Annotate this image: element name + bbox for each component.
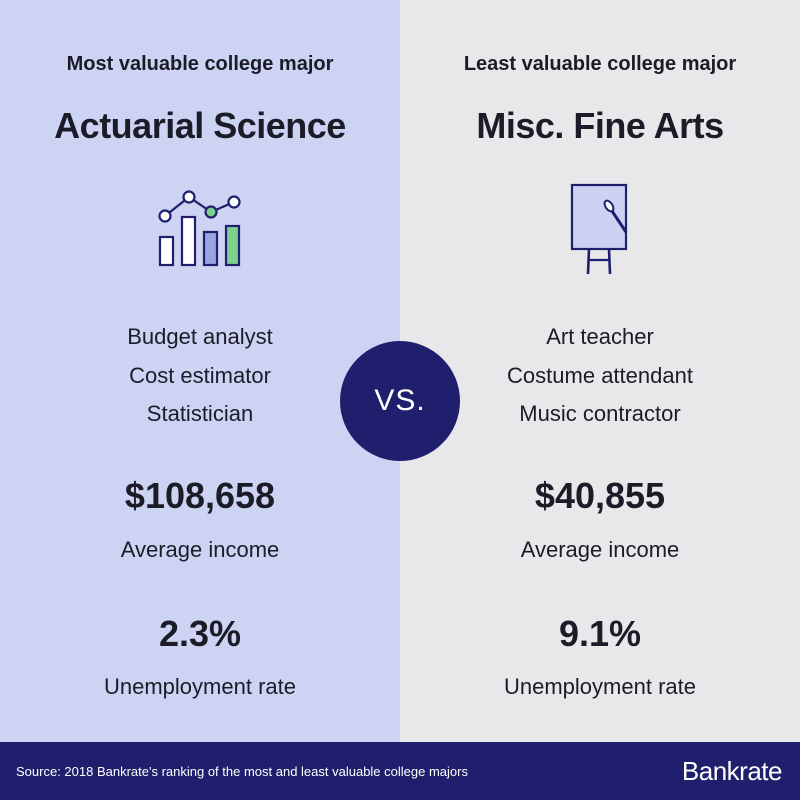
footer-bar: Source: 2018 Bankrate's ranking of the m… [0,742,800,800]
brand-logo: Bankrate [681,756,783,786]
right-job-item: Costume attendant [507,362,693,388]
right-unemployment-value: 9.1% [558,613,642,654]
right-panel: Least valuable college major Misc. Fine … [400,0,800,742]
right-job-list: Art teacher Costume attendant Music cont… [400,318,800,434]
right-income-value: $40,855 [534,475,666,516]
right-major-title: Misc. Fine Arts [476,105,724,146]
left-unemployment-label: Unemployment rate [104,674,296,699]
right-income-label: Average income [520,537,680,562]
left-job-list: Budget analyst Cost estimator Statistici… [0,318,400,434]
right-job-item: Art teacher [546,324,654,349]
right-job-item: Music contractor [519,401,681,426]
easel-paintbrush-icon [568,182,634,283]
left-kicker: Most valuable college major [66,53,334,75]
left-income-value: $108,658 [124,475,276,516]
right-unemployment-label: Unemployment rate [504,674,696,699]
bar-line-chart-icon [154,190,246,275]
left-job-item: Budget analyst [127,324,273,349]
source-note: Source: 2018 Bankrate's ranking of the m… [16,764,468,779]
vs-badge: VS. [340,341,460,461]
left-job-item: Statistician [146,401,254,426]
left-income-label: Average income [120,537,280,562]
left-unemployment-value: 2.3% [158,613,242,654]
left-major-title: Actuarial Science [54,105,346,146]
right-kicker: Least valuable college major [463,53,737,75]
vs-label: VS. [374,384,426,417]
left-panel: Most valuable college major Actuarial Sc… [0,0,400,742]
left-job-item: Cost estimator [129,362,271,388]
